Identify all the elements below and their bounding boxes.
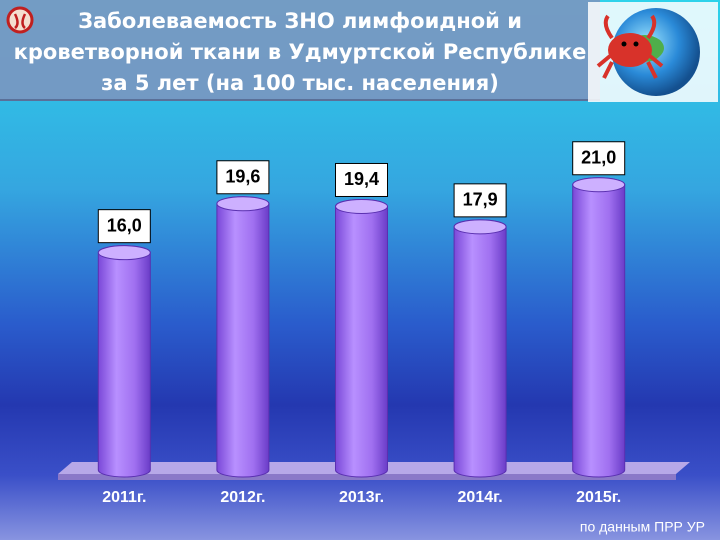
chart-title: Заболеваемость ЗНО лимфоидной и <box>78 9 522 33</box>
data-label: 19,6 <box>225 167 260 187</box>
logo <box>588 2 718 102</box>
bar <box>335 198 388 478</box>
x-tick-label: 2013г. <box>339 489 384 506</box>
chart-title: за 5 лет (на 100 тыс. населения) <box>101 71 499 95</box>
data-label: 17,9 <box>463 190 498 210</box>
data-label-box <box>216 160 270 195</box>
bar <box>572 177 626 478</box>
data-label: 21,0 <box>581 148 616 168</box>
chart-title: кроветворной ткани в Удмуртской Республи… <box>14 40 587 64</box>
bar <box>216 196 270 478</box>
bar <box>453 219 507 478</box>
x-tick-label: 2015г. <box>576 489 621 506</box>
x-tick-label: 2011г. <box>102 489 146 506</box>
data-label: 19,4 <box>344 169 379 189</box>
x-tick-label: 2012г. <box>220 489 265 506</box>
x-tick-label: 2014г. <box>458 489 503 506</box>
bar-top <box>453 219 507 235</box>
header-band <box>0 0 600 100</box>
bar-top <box>216 196 270 212</box>
bar-top <box>335 198 388 214</box>
data-label-box <box>572 141 626 176</box>
bar-top <box>572 177 626 193</box>
data-label: 16,0 <box>107 215 142 235</box>
source-note: по данным ПРР УР <box>580 519 705 535</box>
data-label-box <box>97 209 151 244</box>
bar <box>97 245 151 478</box>
corner-icon <box>6 6 34 34</box>
data-label-box <box>453 183 507 218</box>
bar-top <box>97 245 151 261</box>
data-label-box <box>335 162 388 197</box>
